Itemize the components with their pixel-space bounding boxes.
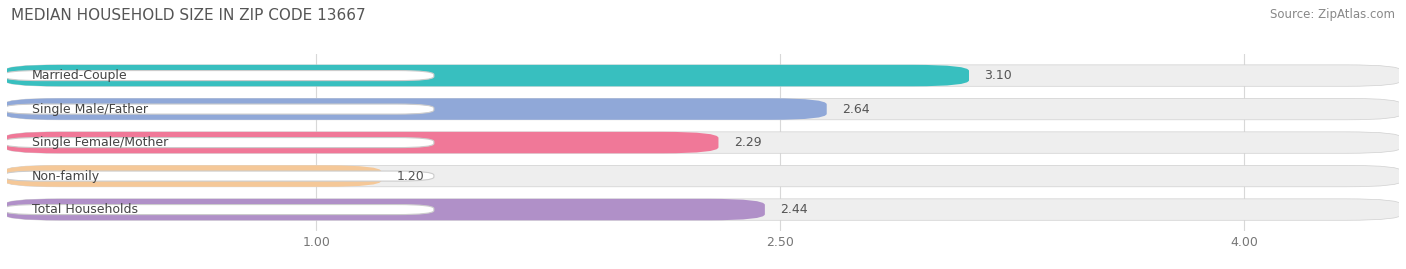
Text: Source: ZipAtlas.com: Source: ZipAtlas.com: [1270, 8, 1395, 21]
FancyBboxPatch shape: [4, 165, 381, 187]
FancyBboxPatch shape: [4, 70, 434, 81]
Text: Married-Couple: Married-Couple: [32, 69, 128, 82]
FancyBboxPatch shape: [4, 98, 1402, 120]
FancyBboxPatch shape: [4, 65, 969, 86]
FancyBboxPatch shape: [4, 165, 1402, 187]
Text: 2.29: 2.29: [734, 136, 762, 149]
FancyBboxPatch shape: [4, 98, 827, 120]
Text: Non-family: Non-family: [32, 169, 100, 183]
FancyBboxPatch shape: [4, 132, 718, 153]
Text: 3.10: 3.10: [984, 69, 1012, 82]
Text: Single Male/Father: Single Male/Father: [32, 102, 148, 116]
Text: 2.64: 2.64: [842, 102, 870, 116]
Text: 1.20: 1.20: [396, 169, 425, 183]
FancyBboxPatch shape: [4, 65, 1402, 86]
Text: 2.44: 2.44: [780, 203, 808, 216]
Text: MEDIAN HOUSEHOLD SIZE IN ZIP CODE 13667: MEDIAN HOUSEHOLD SIZE IN ZIP CODE 13667: [11, 8, 366, 23]
FancyBboxPatch shape: [4, 204, 434, 215]
FancyBboxPatch shape: [4, 199, 765, 220]
FancyBboxPatch shape: [4, 104, 434, 114]
FancyBboxPatch shape: [4, 199, 1402, 220]
FancyBboxPatch shape: [4, 171, 434, 181]
FancyBboxPatch shape: [4, 132, 1402, 153]
FancyBboxPatch shape: [4, 137, 434, 148]
Text: Single Female/Mother: Single Female/Mother: [32, 136, 169, 149]
Text: Total Households: Total Households: [32, 203, 138, 216]
